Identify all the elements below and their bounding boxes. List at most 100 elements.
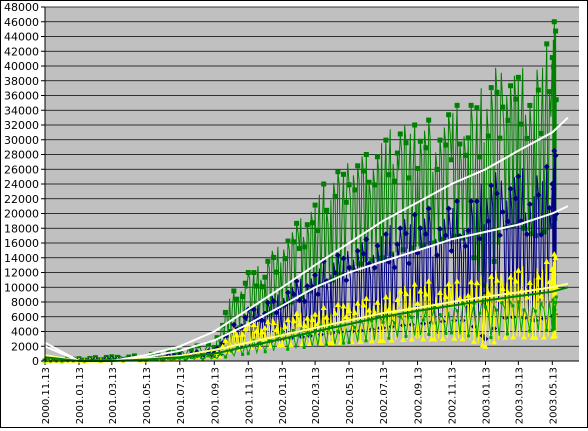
data-point	[451, 233, 457, 239]
data-point	[483, 305, 487, 309]
data-point	[242, 280, 248, 286]
x-tick-label: 2000.11.13	[41, 367, 52, 424]
data-point	[195, 355, 199, 359]
data-point	[354, 300, 361, 306]
y-tick-label: 30000	[4, 134, 39, 147]
data-point	[259, 328, 266, 335]
data-point	[406, 175, 412, 181]
data-point	[445, 205, 452, 212]
x-tick-label: 2001.03.13	[108, 367, 119, 424]
data-point	[512, 277, 519, 284]
data-point	[454, 198, 461, 205]
data-point	[214, 335, 220, 341]
data-point	[425, 278, 432, 284]
data-point	[504, 218, 511, 225]
data-point	[443, 142, 449, 148]
data-point	[343, 199, 349, 205]
data-point	[513, 96, 519, 102]
data-point	[358, 261, 364, 267]
data-point	[445, 281, 452, 287]
data-point	[301, 322, 308, 329]
data-point	[302, 244, 308, 250]
data-point	[355, 163, 361, 169]
data-point	[485, 133, 491, 139]
data-point	[403, 290, 410, 297]
data-point	[321, 181, 327, 187]
data-point	[271, 254, 277, 260]
data-point	[400, 336, 407, 342]
data-point	[380, 255, 386, 261]
data-point	[540, 334, 547, 340]
y-tick-label: 42000	[4, 45, 39, 58]
data-point	[507, 185, 514, 192]
data-point	[410, 315, 414, 319]
y-tick-label: 40000	[4, 60, 39, 73]
data-point	[161, 358, 165, 362]
data-point	[397, 225, 404, 232]
data-point	[273, 269, 279, 275]
data-point	[551, 19, 557, 25]
data-point	[291, 239, 297, 245]
data-point	[431, 335, 438, 342]
data-point	[485, 218, 492, 225]
data-point	[397, 287, 404, 294]
data-point	[451, 335, 458, 341]
data-point	[543, 163, 550, 170]
data-point	[553, 28, 559, 34]
data-point	[414, 300, 421, 306]
x-tick-label: 2003.05.13	[548, 367, 559, 424]
data-point	[442, 232, 449, 239]
x-tick-label: 2001.09.13	[210, 367, 221, 424]
data-point	[448, 247, 455, 254]
data-point	[465, 135, 471, 141]
data-point	[270, 298, 277, 305]
data-point	[296, 297, 303, 304]
data-point	[526, 201, 533, 208]
x-tick-label: 2002.01.13	[278, 367, 289, 424]
data-point	[188, 346, 194, 352]
data-point	[371, 264, 378, 271]
data-point	[312, 272, 319, 279]
data-point	[324, 343, 328, 347]
x-tick-label: 2003.03.13	[514, 367, 525, 424]
data-point	[309, 220, 315, 226]
data-point	[383, 137, 389, 143]
data-point	[468, 102, 474, 108]
data-point	[546, 205, 553, 212]
data-point	[263, 350, 267, 354]
data-point	[387, 336, 391, 340]
data-point	[313, 328, 317, 332]
data-point	[473, 279, 480, 286]
data-point	[550, 186, 557, 193]
data-point	[368, 337, 375, 344]
data-point	[437, 289, 444, 295]
data-point	[332, 193, 338, 199]
data-point	[211, 345, 217, 351]
data-point	[496, 232, 503, 239]
data-point	[470, 338, 477, 344]
y-tick-label: 18000	[4, 222, 39, 235]
data-point	[299, 293, 305, 299]
y-tick-label: 2000	[11, 340, 39, 353]
data-point	[416, 311, 420, 315]
data-point	[366, 307, 373, 313]
data-point	[259, 317, 266, 324]
data-point	[502, 334, 509, 340]
data-point	[494, 308, 498, 312]
data-point	[427, 332, 431, 336]
data-point	[482, 343, 489, 349]
data-point	[201, 357, 205, 361]
data-point	[551, 332, 558, 339]
y-tick-label: 0	[32, 355, 39, 368]
data-point	[104, 358, 108, 362]
data-point	[261, 324, 268, 331]
data-point	[530, 231, 536, 237]
data-point	[535, 191, 542, 198]
data-point	[315, 228, 321, 234]
data-point	[411, 281, 418, 287]
data-point	[408, 336, 415, 342]
trendline-layer	[44, 116, 569, 362]
data-point	[335, 169, 341, 175]
